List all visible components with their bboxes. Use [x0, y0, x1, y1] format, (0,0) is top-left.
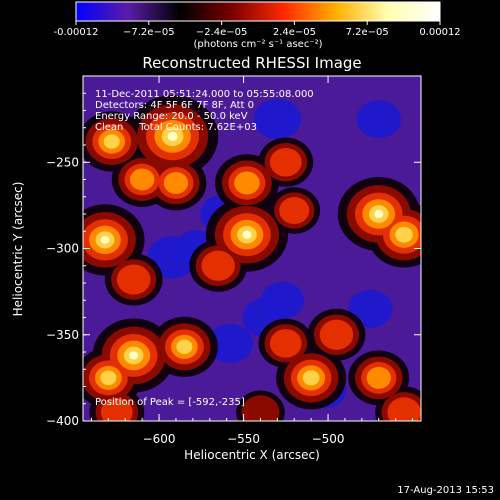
colorbar-tick-label: −2.4e−05	[196, 27, 248, 38]
source-10	[374, 209, 384, 219]
source-13	[129, 351, 139, 360]
source-5	[163, 171, 189, 194]
heatmap-image	[83, 76, 421, 421]
footer-timestamp: 17-Aug-2013 15:53	[397, 485, 494, 496]
source-21	[387, 397, 421, 421]
colorbar-unit-label: (photons cm⁻² s⁻¹ asec⁻²)	[193, 39, 322, 50]
negative-region-1	[356, 100, 402, 139]
y-tick-label: −250	[46, 155, 79, 169]
colorbar-tick-label: -0.00012	[54, 27, 99, 38]
y-axis: −250 −300 −350 −400	[46, 92, 421, 428]
source-9	[201, 250, 235, 281]
source-8	[242, 230, 252, 239]
y-tick-label: −350	[46, 328, 79, 342]
y-tick-label: −400	[46, 414, 79, 428]
x-tick-label: −550	[227, 432, 260, 446]
source-19	[269, 329, 302, 358]
chart-title: Reconstructed RHESSI Image	[142, 54, 361, 72]
x-tick-label: −500	[312, 432, 345, 446]
source-11	[395, 226, 413, 243]
source-12	[279, 197, 310, 225]
source-3	[100, 235, 110, 244]
y-axis-label: Heliocentric Y (arcsec)	[11, 182, 25, 317]
y-tick-label: −300	[46, 242, 79, 256]
negative-region-0	[253, 99, 302, 140]
x-tick-label: −600	[143, 432, 176, 446]
heatmap-marks	[83, 95, 421, 421]
colorbar-tick-label: −7.2e−05	[123, 27, 175, 38]
colorbar-gradient	[75, 1, 441, 22]
source-14	[100, 370, 117, 386]
negative-region-6	[207, 323, 254, 363]
info-energy: Energy Range: 20.0 - 50.0 keV	[95, 111, 248, 122]
source-1	[103, 134, 120, 149]
source-17	[302, 370, 320, 386]
negative-region-8	[347, 289, 393, 328]
info-clean: Clean Total Counts: 7.62E+03	[95, 122, 257, 133]
source-18	[319, 319, 354, 350]
peak-position-label: Position of Peak = [-592,-235]	[95, 397, 245, 408]
source-0	[167, 131, 178, 141]
info-detectors: Detectors: 4F 5F 6F 7F 8F, Att 0	[95, 100, 254, 111]
info-annotations: 11-Dec-2011 05:51:24.000 to 05:55:08.000…	[95, 89, 314, 133]
source-6	[234, 171, 260, 195]
source-20	[366, 366, 391, 389]
colorbar-ticks: -0.00012 −7.2e−05 −2.4e−05 2.4e−05 7.2e−05 0.…	[54, 21, 461, 38]
source-2	[129, 168, 155, 191]
source-15	[176, 339, 193, 355]
x-axis: −600 −550 −500	[90, 76, 414, 446]
colorbar-tick-label: 2.4e−05	[273, 27, 316, 38]
source-22	[241, 395, 280, 421]
x-axis-label: Heliocentric X (arcsec)	[184, 448, 320, 462]
source-7	[269, 147, 302, 177]
colorbar-tick-label: 7.2e−05	[346, 27, 389, 38]
source-4	[116, 264, 151, 295]
colorbar: -0.00012 −7.2e−05 −2.4e−05 2.4e−05 7.2e−05 0.…	[54, 1, 461, 50]
source-16	[100, 398, 133, 421]
info-time: 11-Dec-2011 05:51:24.000 to 05:55:08.000	[95, 89, 314, 100]
negative-region-7	[260, 281, 305, 319]
colorbar-tick-label: 0.00012	[419, 27, 460, 38]
negative-region-4	[147, 235, 198, 279]
